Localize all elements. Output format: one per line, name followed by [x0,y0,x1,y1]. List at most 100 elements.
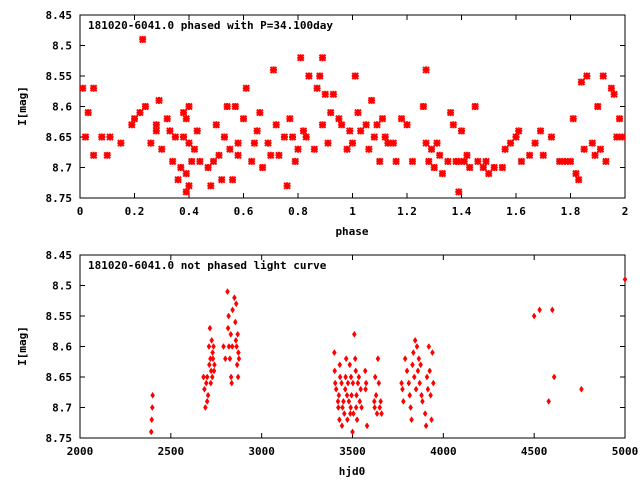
data-point [485,169,493,178]
data-point [234,343,239,350]
data-point [551,373,557,381]
data-point [343,373,348,381]
y-tick-label: 8.45 [46,249,73,262]
data-point [415,367,421,375]
data-point [410,361,415,369]
data-point [188,157,196,166]
data-point [427,367,433,375]
data-point [381,133,389,141]
data-point [572,169,580,178]
data-point [272,121,280,129]
data-point [221,343,226,350]
y-tick-label: 8.5 [52,40,72,53]
data-point [512,133,520,141]
data-point [423,422,429,430]
data-point [196,157,204,166]
data-point [465,163,474,172]
data-point [354,108,362,117]
data-point [220,133,229,141]
chart-title: 181020-6041.0 phased with P=34.100day [88,19,333,32]
data-point [230,306,235,314]
data-point [525,151,534,160]
data-point [211,367,217,375]
data-point [321,90,329,99]
data-point [226,343,232,350]
data-point [357,397,363,405]
data-point [179,133,188,141]
y-tick-labels: 8.45 8.5 8.55 8.6 8.65 8.7 8.75 [46,249,625,445]
x-axis-label: phase [335,225,368,238]
data-point [336,391,342,399]
data-point [430,349,435,357]
data-point [223,355,228,363]
data-point [234,151,242,160]
data-point [351,72,359,80]
data-point [384,139,392,147]
data-point [482,157,490,166]
data-point [343,145,351,153]
data-point [555,157,564,166]
data-point [424,373,430,381]
data-point [444,157,452,166]
data-point [372,373,378,381]
data-point [234,139,242,147]
data-point [422,410,428,418]
x-tick-label: 5000 [612,445,639,458]
data-point [267,151,275,160]
data-point [353,367,359,375]
data-point [401,397,406,405]
data-point [348,373,354,381]
data-point [204,373,210,381]
data-point [128,121,136,129]
data-point [344,391,350,399]
data-point [235,373,241,381]
data-point [353,404,359,411]
data-point [363,379,369,387]
data-point [233,318,238,326]
data-point [341,397,346,405]
data-point [356,373,362,381]
data-point [348,404,353,411]
data-point [350,379,356,387]
data-point [324,139,332,147]
data-point [283,182,291,190]
data-point [236,355,242,363]
data-point [337,416,342,424]
data-point [228,175,237,184]
data-point [349,391,354,399]
data-point [413,385,419,393]
data-point [250,139,259,147]
data-point [498,163,507,172]
unphased-light-curve-chart: 181020-6041.0 not phased light curve hjd… [16,249,638,478]
data-point [185,139,193,147]
data-point [371,397,377,405]
data-point [362,367,368,375]
x-tick-label: 0.6 [234,205,254,218]
data-point [269,66,278,74]
data-point [457,127,466,135]
data-point [316,72,324,80]
data-point [348,410,353,418]
data-point [356,127,365,135]
data-point [337,361,343,369]
data-point [210,355,216,363]
data-point [417,379,423,387]
plot-frame [79,14,626,199]
data-point [236,349,241,357]
data-point [217,175,226,184]
x-tick-label: 3500 [339,445,366,458]
data-point [362,121,370,129]
data-point [215,151,223,160]
x-axis-label: hjd0 [339,465,366,478]
data-point [374,410,380,418]
data-point [359,404,364,411]
data-point [229,379,234,387]
data-point [376,157,384,166]
data-point [211,343,216,350]
data-point [339,422,345,430]
data-point [342,410,347,418]
data-point [372,404,377,411]
data-point [375,355,381,363]
data-point [566,157,575,166]
